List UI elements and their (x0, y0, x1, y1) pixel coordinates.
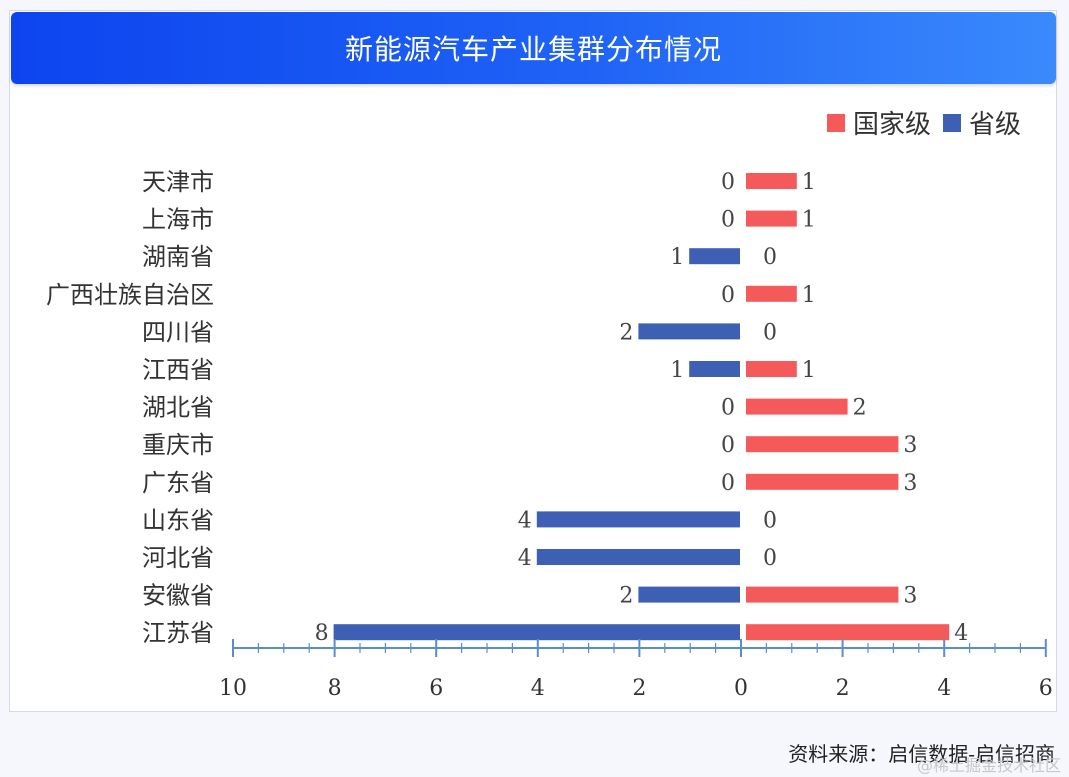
category-label: 江苏省 (142, 619, 214, 647)
category-label: 江西省 (142, 356, 214, 384)
category-label: 河北省 (142, 544, 214, 572)
legend-label-provincial: 省级 (968, 110, 1021, 140)
category-label: 湖北省 (142, 394, 214, 422)
value-label-national: 3 (903, 584, 917, 609)
value-label-national: 2 (853, 396, 867, 421)
source-note: 资料来源：启信数据-启信招商 (788, 742, 1055, 766)
value-label-provincial: 0 (721, 471, 735, 496)
x-tick-label: 8 (328, 676, 342, 701)
category-label: 重庆市 (142, 431, 214, 459)
x-tick-label: 4 (937, 676, 951, 701)
category-label: 山东省 (142, 506, 214, 534)
value-label-provincial: 4 (518, 546, 532, 571)
category-label: 广东省 (142, 469, 214, 497)
x-tick-label: 2 (836, 676, 850, 701)
value-label-national: 0 (763, 546, 777, 571)
value-label-national: 0 (763, 245, 777, 270)
value-label-national: 1 (802, 170, 816, 195)
value-label-national: 3 (903, 471, 917, 496)
x-tick-label: 6 (1039, 676, 1053, 701)
bar-provincial (333, 624, 740, 641)
bar-provincial (638, 586, 740, 603)
value-label-provincial: 0 (721, 283, 735, 308)
x-tick-label: 2 (632, 676, 646, 701)
bar-national (746, 473, 899, 490)
category-label: 安徽省 (142, 582, 214, 610)
bar-provincial (536, 511, 740, 528)
bar-national (746, 210, 797, 227)
chart-title: 新能源汽车产业集群分布情况 (344, 33, 722, 66)
bar-national (746, 285, 797, 302)
value-label-provincial: 2 (619, 584, 633, 609)
value-label-provincial: 1 (670, 245, 684, 270)
value-label-national: 4 (954, 621, 968, 646)
bar-national (746, 398, 848, 415)
value-label-national: 0 (763, 508, 777, 533)
bar-provincial (638, 323, 740, 340)
legend-swatch-national (826, 113, 845, 132)
value-label-national: 1 (802, 283, 816, 308)
value-label-national: 1 (802, 208, 816, 233)
legend-label-national: 国家级 (852, 110, 931, 140)
legend: 国家级 省级 (815, 104, 1021, 141)
value-label-national: 0 (763, 320, 777, 345)
legend-item-provincial: 省级 (942, 104, 1021, 141)
bar-provincial (536, 549, 740, 565)
value-label-provincial: 2 (619, 320, 633, 345)
value-label-provincial: 8 (315, 621, 329, 646)
bar-provincial (689, 361, 740, 377)
bar-provincial (689, 248, 740, 265)
bar-national (746, 586, 899, 603)
value-label-provincial: 0 (721, 396, 735, 421)
bar-national (746, 624, 950, 641)
value-label-national: 1 (802, 358, 816, 383)
category-label: 四川省 (142, 318, 214, 346)
category-label: 湖南省 (142, 243, 214, 271)
value-label-provincial: 0 (721, 170, 735, 195)
value-label-provincial: 4 (518, 508, 532, 533)
category-label: 天津市 (142, 168, 214, 196)
legend-swatch-provincial (942, 113, 961, 132)
x-tick-label: 0 (734, 676, 748, 701)
value-label-provincial: 0 (721, 208, 735, 233)
title-bar: 新能源汽车产业集群分布情况 (11, 12, 1056, 84)
bar-national (746, 173, 797, 189)
bar-national (746, 361, 797, 377)
x-tick-label: 10 (219, 676, 247, 701)
x-tick-label: 6 (429, 676, 443, 701)
bar-national (746, 436, 899, 453)
value-label-national: 3 (903, 433, 917, 458)
watermark: @稀土掘金技术社区 (916, 756, 1061, 775)
x-tick-label: 4 (531, 676, 545, 701)
category-label: 上海市 (142, 206, 214, 234)
value-label-provincial: 1 (670, 358, 684, 383)
legend-item-national: 国家级 (826, 104, 931, 141)
value-label-provincial: 0 (721, 433, 735, 458)
category-label: 广西壮族自治区 (46, 281, 214, 309)
